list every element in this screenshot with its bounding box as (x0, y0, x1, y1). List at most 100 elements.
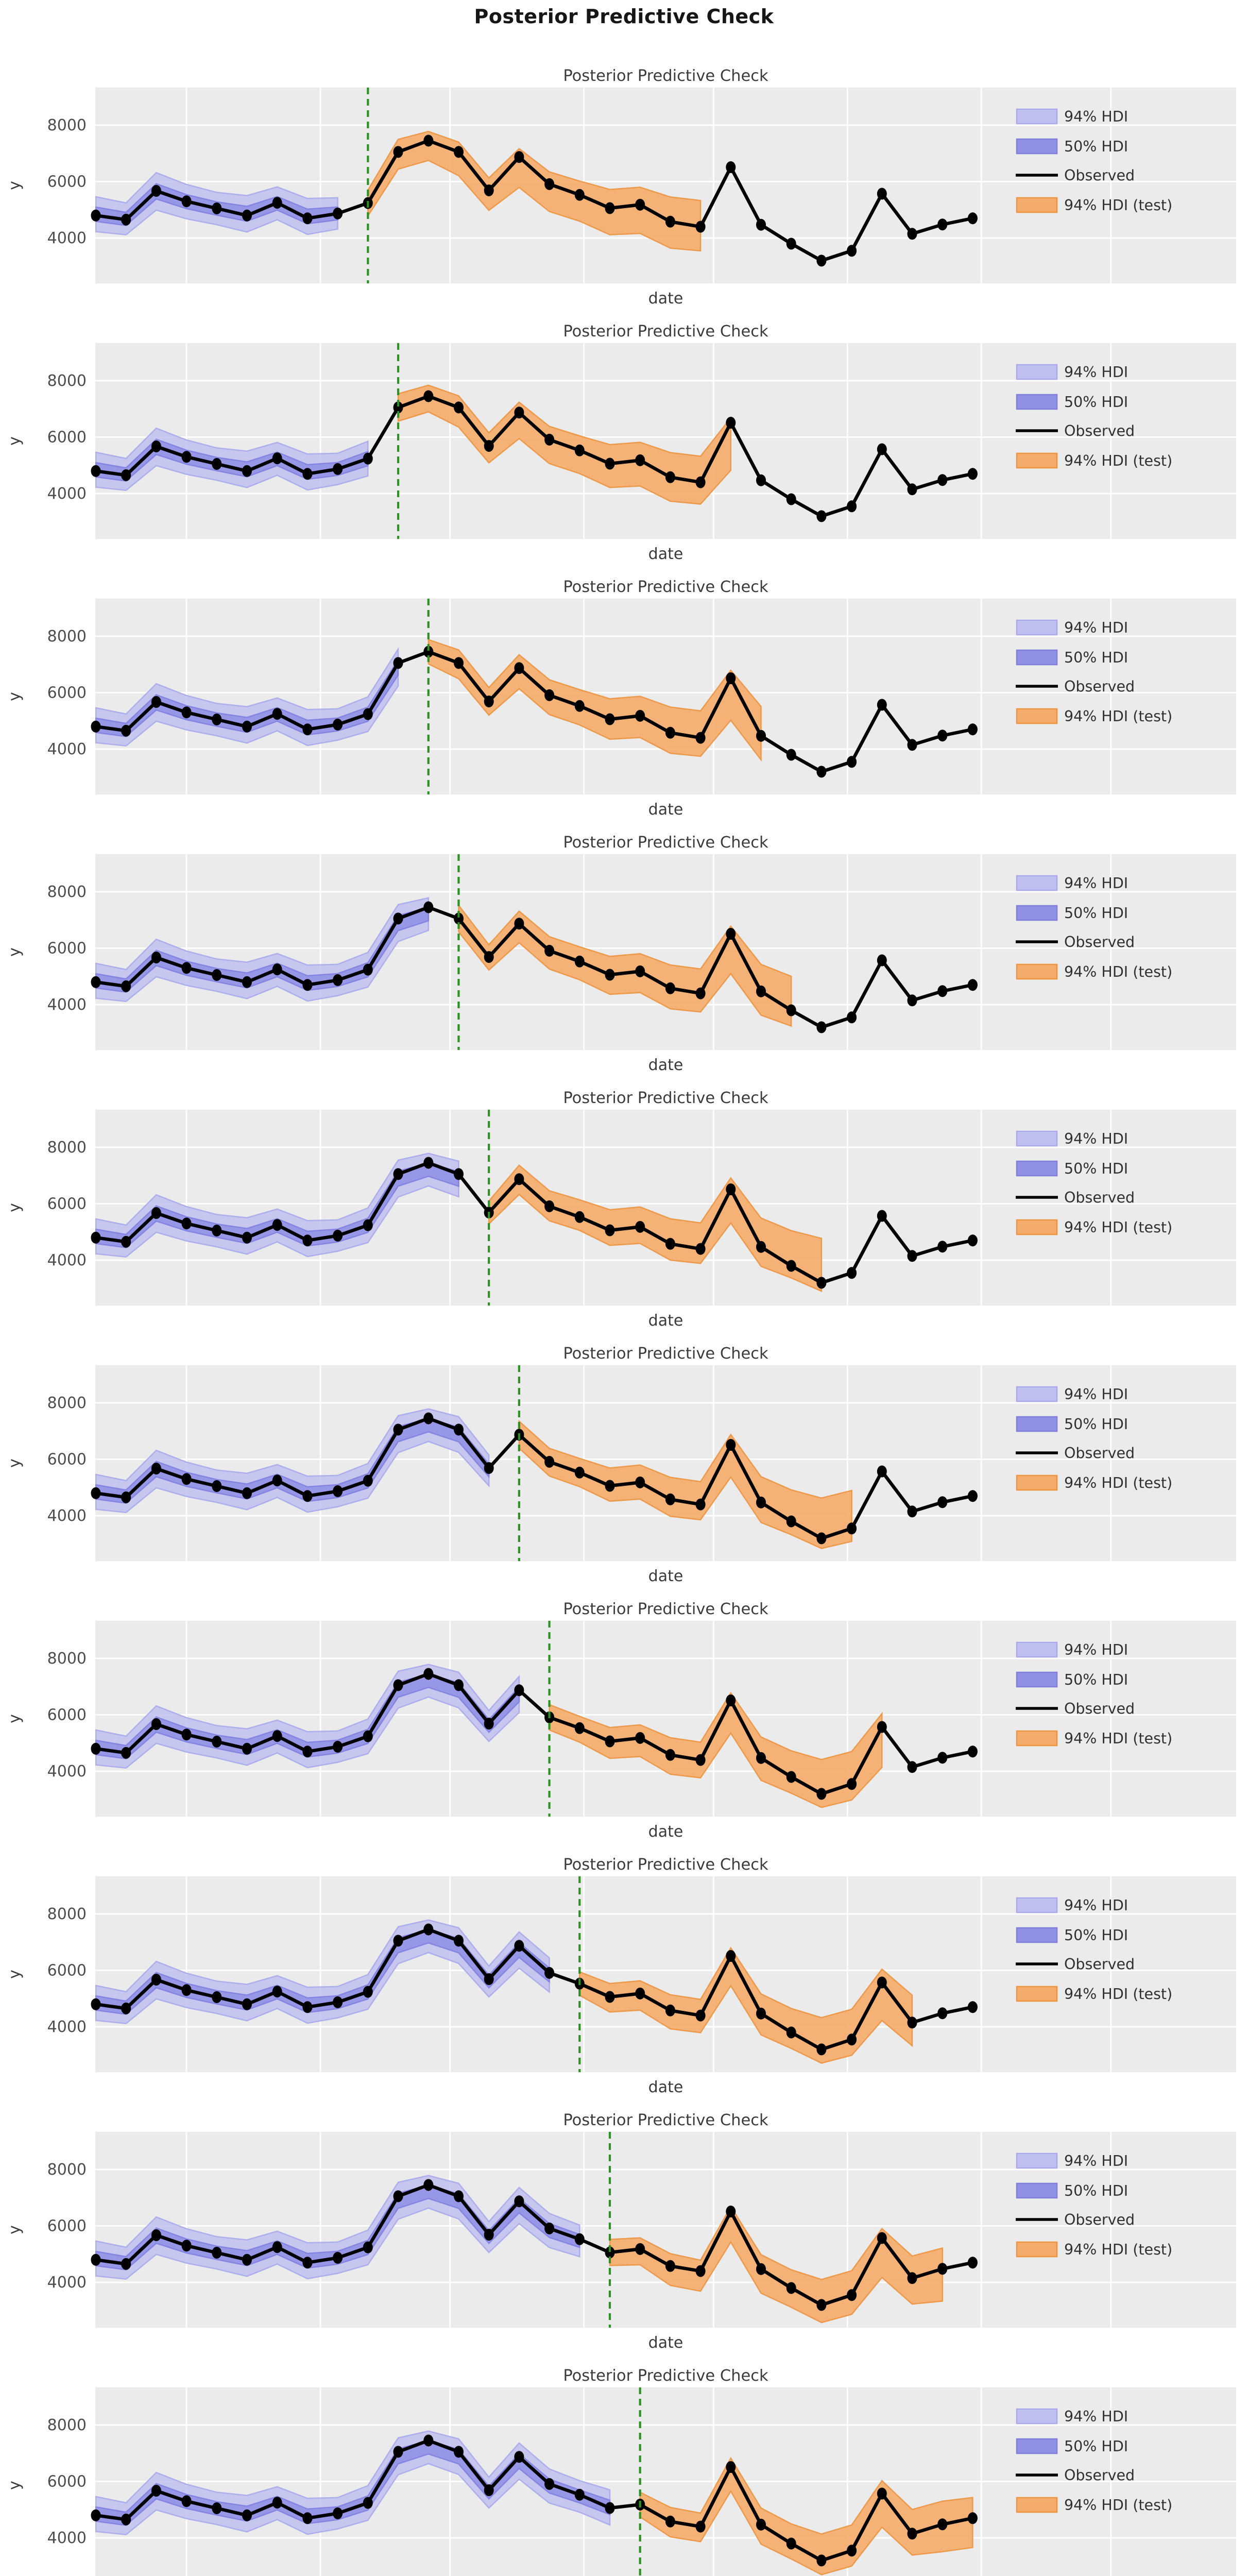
legend-label: Observed (1064, 422, 1135, 439)
observed-point (151, 2485, 161, 2497)
observed-point (151, 1974, 161, 1986)
y-tick-label: 4000 (47, 2274, 87, 2292)
observed-point (212, 1991, 222, 2003)
observed-point (181, 1984, 192, 1996)
observed-point (726, 161, 736, 173)
observed-point (363, 1730, 373, 1742)
legend-swatch-hdi50-icon (1016, 905, 1058, 921)
observed-point (514, 2451, 524, 2463)
observed-point (665, 215, 675, 228)
observed-point (212, 2247, 222, 2259)
band-layer (95, 1919, 913, 2064)
hdi-94-test-band (579, 1946, 913, 2064)
observed-point (786, 1771, 796, 1783)
observed-point (816, 1532, 827, 1545)
observed-point (877, 1210, 887, 1222)
y-tick-label: 6000 (47, 1706, 87, 1724)
observed-point (726, 2206, 736, 2217)
legend-swatch-hdi_test-icon (1016, 2241, 1058, 2258)
observed-point (121, 724, 131, 737)
observed-point (937, 218, 948, 231)
legend-label: 50% HDI (1064, 1671, 1128, 1688)
observed-point (786, 2282, 796, 2294)
observed-point (635, 198, 645, 211)
y-axis-label: y (6, 2481, 24, 2490)
observed-point (786, 1515, 796, 1528)
hdi-94-test-band (549, 1691, 883, 1808)
legend-label: Observed (1064, 678, 1135, 695)
observed-point (121, 1235, 131, 1248)
observed-point (937, 2518, 948, 2531)
observed-point (635, 2243, 645, 2255)
observed-point (635, 454, 645, 466)
legend-swatch-hdi_test-icon (1016, 1986, 1058, 2002)
observed-point (695, 732, 706, 744)
observed-point (937, 730, 948, 742)
observed-point (121, 469, 131, 481)
legend-swatch-hdi94-icon (1016, 1641, 1058, 1658)
observed-point (847, 500, 857, 513)
observed-point (574, 444, 585, 456)
observed-point (695, 2009, 706, 2022)
observed-point (937, 474, 948, 486)
observed-point (393, 146, 403, 158)
observed-point (272, 963, 282, 976)
legend-label: 94% HDI (test) (1064, 1730, 1172, 1747)
observed-point (756, 474, 766, 486)
legend-label: Observed (1064, 934, 1135, 951)
observed-point (816, 1021, 827, 1033)
observed-point (91, 976, 101, 988)
legend: 94% HDI 50% HDI Observed 94% HDI (test) (1016, 2153, 1172, 2258)
observed-point (212, 2502, 222, 2514)
subplot-1: Posterior Predictive Check date y 4000 6000 8… (6, 67, 1236, 308)
observed-point (302, 1234, 313, 1247)
observed-point (967, 979, 978, 991)
observed-point (514, 1940, 524, 1952)
observed-point (181, 2495, 192, 2507)
y-tick-label: 4000 (47, 2018, 87, 2036)
legend: 94% HDI 50% HDI Observed 94% HDI (test) (1016, 364, 1172, 469)
x-axis-label: date (648, 545, 683, 563)
observed-point (877, 443, 887, 455)
observed-point (302, 2257, 313, 2269)
subplot-title: Posterior Predictive Check (563, 1856, 768, 1874)
observed-point (635, 1987, 645, 1999)
legend-label: 94% HDI (1064, 875, 1128, 892)
legend: 94% HDI 50% HDI Observed 94% HDI (test) (1016, 2408, 1172, 2514)
observed-point (121, 2513, 131, 2526)
observed-point (151, 1718, 161, 1730)
subplot-2: Posterior Predictive Check date y 4000 6000 8… (6, 323, 1236, 563)
observed-point (967, 1490, 978, 1502)
legend-swatch-hdi_test-icon (1016, 963, 1058, 980)
observed-point (393, 401, 403, 414)
observed-point (786, 1260, 796, 1272)
observed-point (333, 2251, 343, 2264)
legend-swatch-hdi50-icon (1016, 1927, 1058, 1943)
observed-point (423, 901, 434, 913)
observed-point (363, 1986, 373, 1998)
legend-label: 94% HDI (test) (1064, 197, 1172, 214)
observed-point (393, 2446, 403, 2458)
legend-swatch-hdi94-icon (1016, 364, 1058, 380)
legend: 94% HDI 50% HDI Observed 94% HDI (test) (1016, 1641, 1172, 1747)
observed-point (635, 1476, 645, 1488)
observed-point (393, 1423, 403, 1436)
y-tick-label: 8000 (47, 1905, 87, 1923)
legend-swatch-hdi_test-icon (1016, 197, 1058, 213)
observed-point (302, 468, 313, 480)
observed-point (544, 2222, 555, 2234)
observed-point (242, 1742, 252, 1755)
observed-point (847, 1778, 857, 1790)
observed-point (454, 657, 464, 669)
observed-point (212, 1480, 222, 1492)
observed-point (544, 1455, 555, 1468)
observed-point (484, 184, 494, 196)
observed-point (91, 1487, 101, 1499)
observed-point (91, 465, 101, 477)
y-axis-label: y (6, 1970, 24, 1979)
x-axis-label: date (648, 801, 683, 819)
hdi-94-test-band (367, 130, 702, 252)
observed-point (423, 1923, 434, 1936)
observed-point (151, 1463, 161, 1475)
observed-point (695, 2265, 706, 2277)
